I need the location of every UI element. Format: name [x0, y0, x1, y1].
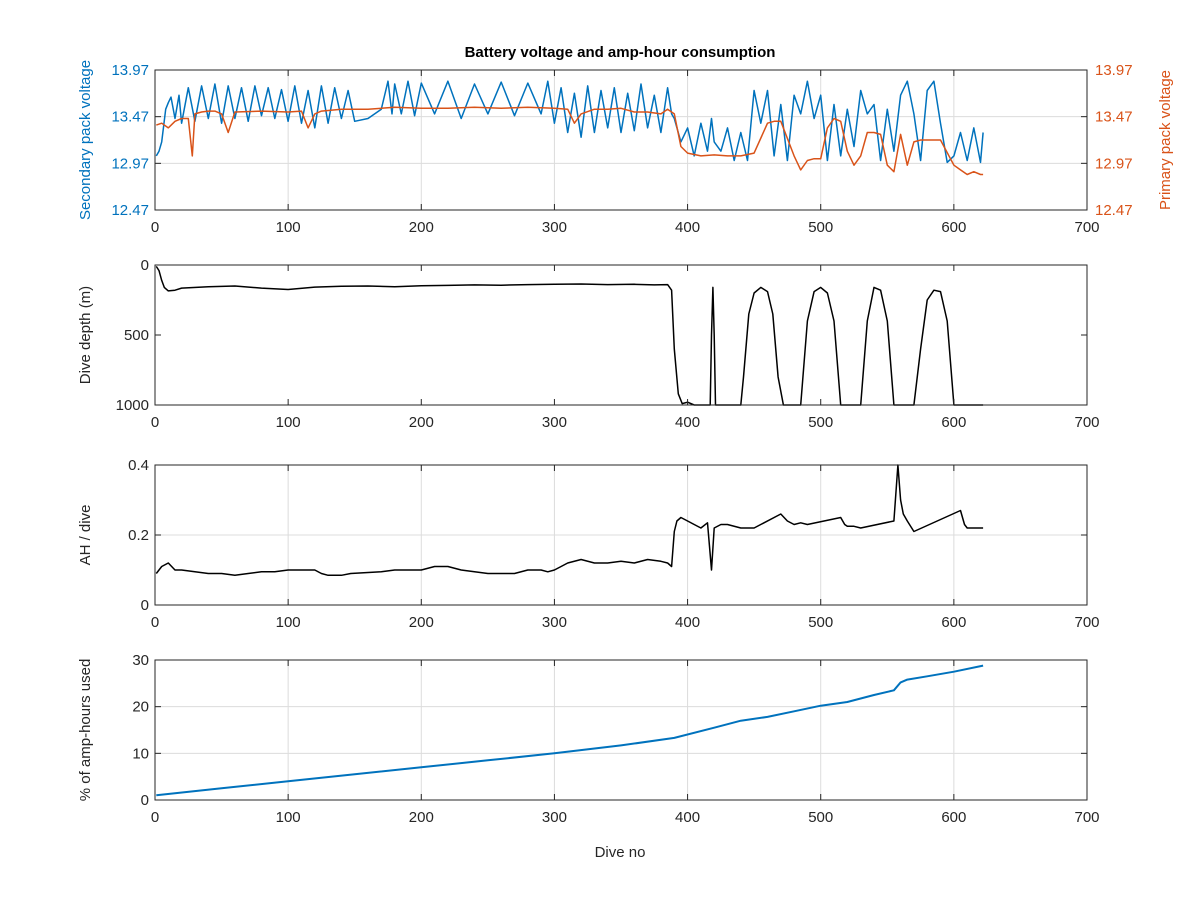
y-right-tick-label: 12.47	[1095, 202, 1133, 219]
x-tick-label: 200	[409, 414, 434, 431]
y-axis-label: Secondary pack voltage	[77, 60, 94, 220]
y-tick-label: 20	[132, 699, 149, 716]
series-line-0	[155, 464, 984, 577]
x-tick-label: 100	[276, 219, 301, 236]
y-tick-label: 12.97	[111, 155, 149, 172]
plot-area	[155, 70, 1087, 210]
y-tick-label: 12.47	[111, 202, 149, 219]
x-tick-label: 300	[542, 219, 567, 236]
x-tick-label: 700	[1074, 809, 1099, 826]
x-tick-label: 0	[151, 614, 159, 631]
y-tick-label: 0	[141, 792, 149, 809]
y-tick-label: 10	[132, 745, 149, 762]
y-tick-label: 30	[132, 652, 149, 669]
x-tick-label: 500	[808, 219, 833, 236]
x-tick-label: 400	[675, 809, 700, 826]
voltage-panel: Battery voltage and amp-hour consumption…	[77, 44, 1174, 236]
y-tick-label: 0	[141, 257, 149, 274]
y-right-tick-label: 13.97	[1095, 62, 1133, 79]
x-tick-label: 600	[941, 219, 966, 236]
x-tick-label: 700	[1074, 414, 1099, 431]
y-tick-label: 500	[124, 327, 149, 344]
plot-area	[155, 265, 1087, 405]
y-tick-label: 0.2	[128, 527, 149, 544]
x-tick-label: 400	[675, 614, 700, 631]
x-tick-label: 500	[808, 809, 833, 826]
x-tick-label: 200	[409, 614, 434, 631]
x-tick-label: 100	[276, 614, 301, 631]
x-tick-label: 300	[542, 809, 567, 826]
y-axis-label: % of amp-hours used	[77, 659, 94, 802]
x-tick-label: 500	[808, 414, 833, 431]
x-tick-label: 600	[941, 414, 966, 431]
x-tick-label: 700	[1074, 614, 1099, 631]
x-tick-label: 300	[542, 614, 567, 631]
x-tick-label: 100	[276, 414, 301, 431]
chart-title: Battery voltage and amp-hour consumption	[465, 44, 776, 61]
x-tick-label: 0	[151, 414, 159, 431]
x-tick-label: 700	[1074, 219, 1099, 236]
x-tick-label: 200	[409, 809, 434, 826]
x-tick-label: 600	[941, 809, 966, 826]
y-right-tick-label: 13.47	[1095, 109, 1133, 126]
y-tick-label: 1000	[116, 397, 149, 414]
y-tick-label: 0	[141, 597, 149, 614]
series-line-0	[156, 664, 984, 797]
y-tick-label: 13.97	[111, 62, 149, 79]
x-tick-label: 300	[542, 414, 567, 431]
axes-frame	[154, 69, 1088, 211]
y-axis-label: Dive depth (m)	[77, 286, 94, 384]
series-line-primary	[156, 106, 984, 176]
y-right-axis-label: Primary pack voltage	[1157, 70, 1174, 210]
depth-panel: 0 100 200 300 400 500 600 700 0 500 1000 Dive depth…	[77, 257, 1100, 431]
amp-hour-per-dive-panel: 0 100 200 300 400 500 600 700 0 0.2 0.4 AH / dive	[77, 457, 1100, 631]
y-tick-label: 0.4	[128, 457, 149, 474]
y-axis-label: AH / dive	[77, 505, 94, 566]
x-tick-label: 400	[675, 219, 700, 236]
amp-hours-used-panel: Dive no 0 100 200 300 400 500 600 700 0 10 20 30 % o…	[77, 652, 1100, 861]
x-tick-label: 600	[941, 614, 966, 631]
plot-area	[155, 660, 1087, 800]
x-axis-label: Dive no	[595, 844, 646, 861]
x-tick-label: 400	[675, 414, 700, 431]
axes-frame	[154, 659, 1088, 801]
x-tick-label: 0	[151, 809, 159, 826]
y-right-tick-label: 12.97	[1095, 155, 1133, 172]
y-tick-label: 13.47	[111, 109, 149, 126]
x-tick-label: 500	[808, 614, 833, 631]
x-tick-label: 200	[409, 219, 434, 236]
x-tick-label: 100	[276, 809, 301, 826]
x-tick-label: 0	[151, 219, 159, 236]
